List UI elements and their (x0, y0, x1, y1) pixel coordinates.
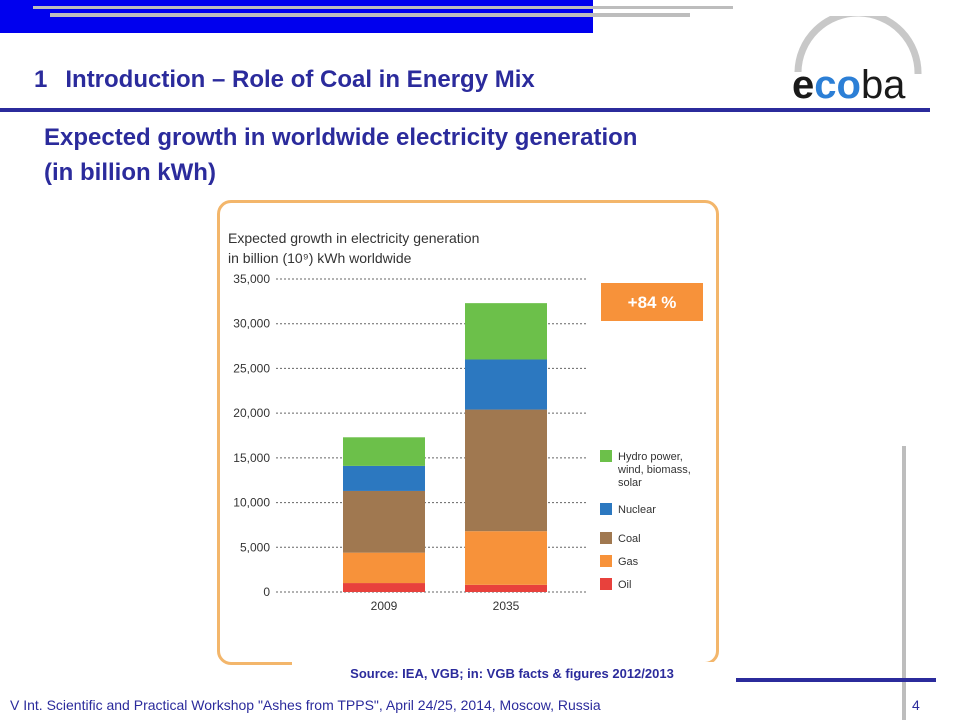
footer-line-bar (736, 678, 936, 682)
legend-label: wind, biomass, (617, 464, 691, 476)
footer-line (736, 678, 936, 682)
y-tick-label: 35,000 (233, 272, 270, 286)
subtitle-line-2: (in billion kWh) (44, 159, 216, 186)
page-number: 4 (912, 697, 920, 713)
bar-segment (465, 584, 547, 592)
footer-text: V Int. Scientific and Practical Workshop… (10, 697, 601, 713)
slide-subtitle: Expected growth in worldwide electricity… (44, 120, 637, 190)
source-note: Source: IEA, VGB; in: VGB facts & figure… (292, 662, 732, 686)
bar-segment (343, 437, 425, 466)
title-text: Introduction – Role of Coal in Energy Mi… (65, 66, 535, 93)
chart-title-line-1: Expected growth in electricity generatio… (228, 230, 479, 246)
y-tick-label: 20,000 (233, 406, 270, 420)
y-tick-label: 25,000 (233, 361, 270, 375)
legend-swatch (600, 532, 612, 544)
growth-badge (601, 283, 703, 321)
bar-segment (465, 409, 547, 532)
bar-segment (465, 359, 547, 410)
y-tick-label: 15,000 (233, 451, 270, 465)
title-underline-bar (0, 108, 930, 112)
logo-text-ba: ba (861, 63, 906, 106)
header-line-bottom (50, 13, 690, 17)
legend-swatch (600, 555, 612, 567)
title-underline (0, 108, 930, 112)
ecoba-logo: ecoba (792, 16, 922, 106)
slide-title: 1 Introduction – Role of Coal in Energy M… (34, 66, 535, 94)
bar-segment (465, 303, 547, 360)
logo-arc (794, 16, 922, 75)
header-decoration (0, 0, 733, 33)
header-line-top (33, 6, 733, 9)
legend-label: Coal (618, 533, 641, 545)
growth-badge-label: +84 % (628, 293, 677, 312)
y-tick-label: 10,000 (233, 496, 270, 510)
subtitle-line-1: Expected growth in worldwide electricity… (44, 124, 638, 151)
right-vertical-bar (902, 446, 906, 720)
legend-label: Gas (618, 556, 639, 568)
y-tick-label: 30,000 (233, 317, 270, 331)
bar-segment (343, 552, 425, 584)
bar-segment (343, 465, 425, 491)
legend-label: Nuclear (618, 504, 656, 516)
stacked-bar-chart: Expected growth in electricity generatio… (228, 230, 703, 613)
y-tick-label: 0 (263, 585, 270, 599)
legend-label: solar (618, 477, 642, 489)
chart-frame: Expected growth in electricity generatio… (217, 200, 719, 665)
legend-swatch (600, 578, 612, 590)
logo-text-e: e (792, 63, 814, 106)
legend-swatch (600, 503, 612, 515)
legend-label: Hydro power, (618, 451, 683, 463)
x-tick-label: 2035 (493, 599, 520, 613)
section-number: 1 (34, 66, 48, 93)
bar-segment (343, 490, 425, 553)
logo-text: ecoba (792, 63, 906, 106)
bar-segment (465, 531, 547, 585)
chart-title-line-2: in billion (10⁹) kWh worldwide (228, 250, 412, 266)
right-vertical-line (902, 446, 906, 720)
legend-swatch (600, 450, 612, 462)
logo-text-co: co (814, 63, 861, 106)
x-tick-label: 2009 (371, 599, 398, 613)
y-tick-label: 5,000 (240, 540, 270, 554)
bar-segment (343, 583, 425, 592)
legend-label: Oil (618, 579, 631, 591)
